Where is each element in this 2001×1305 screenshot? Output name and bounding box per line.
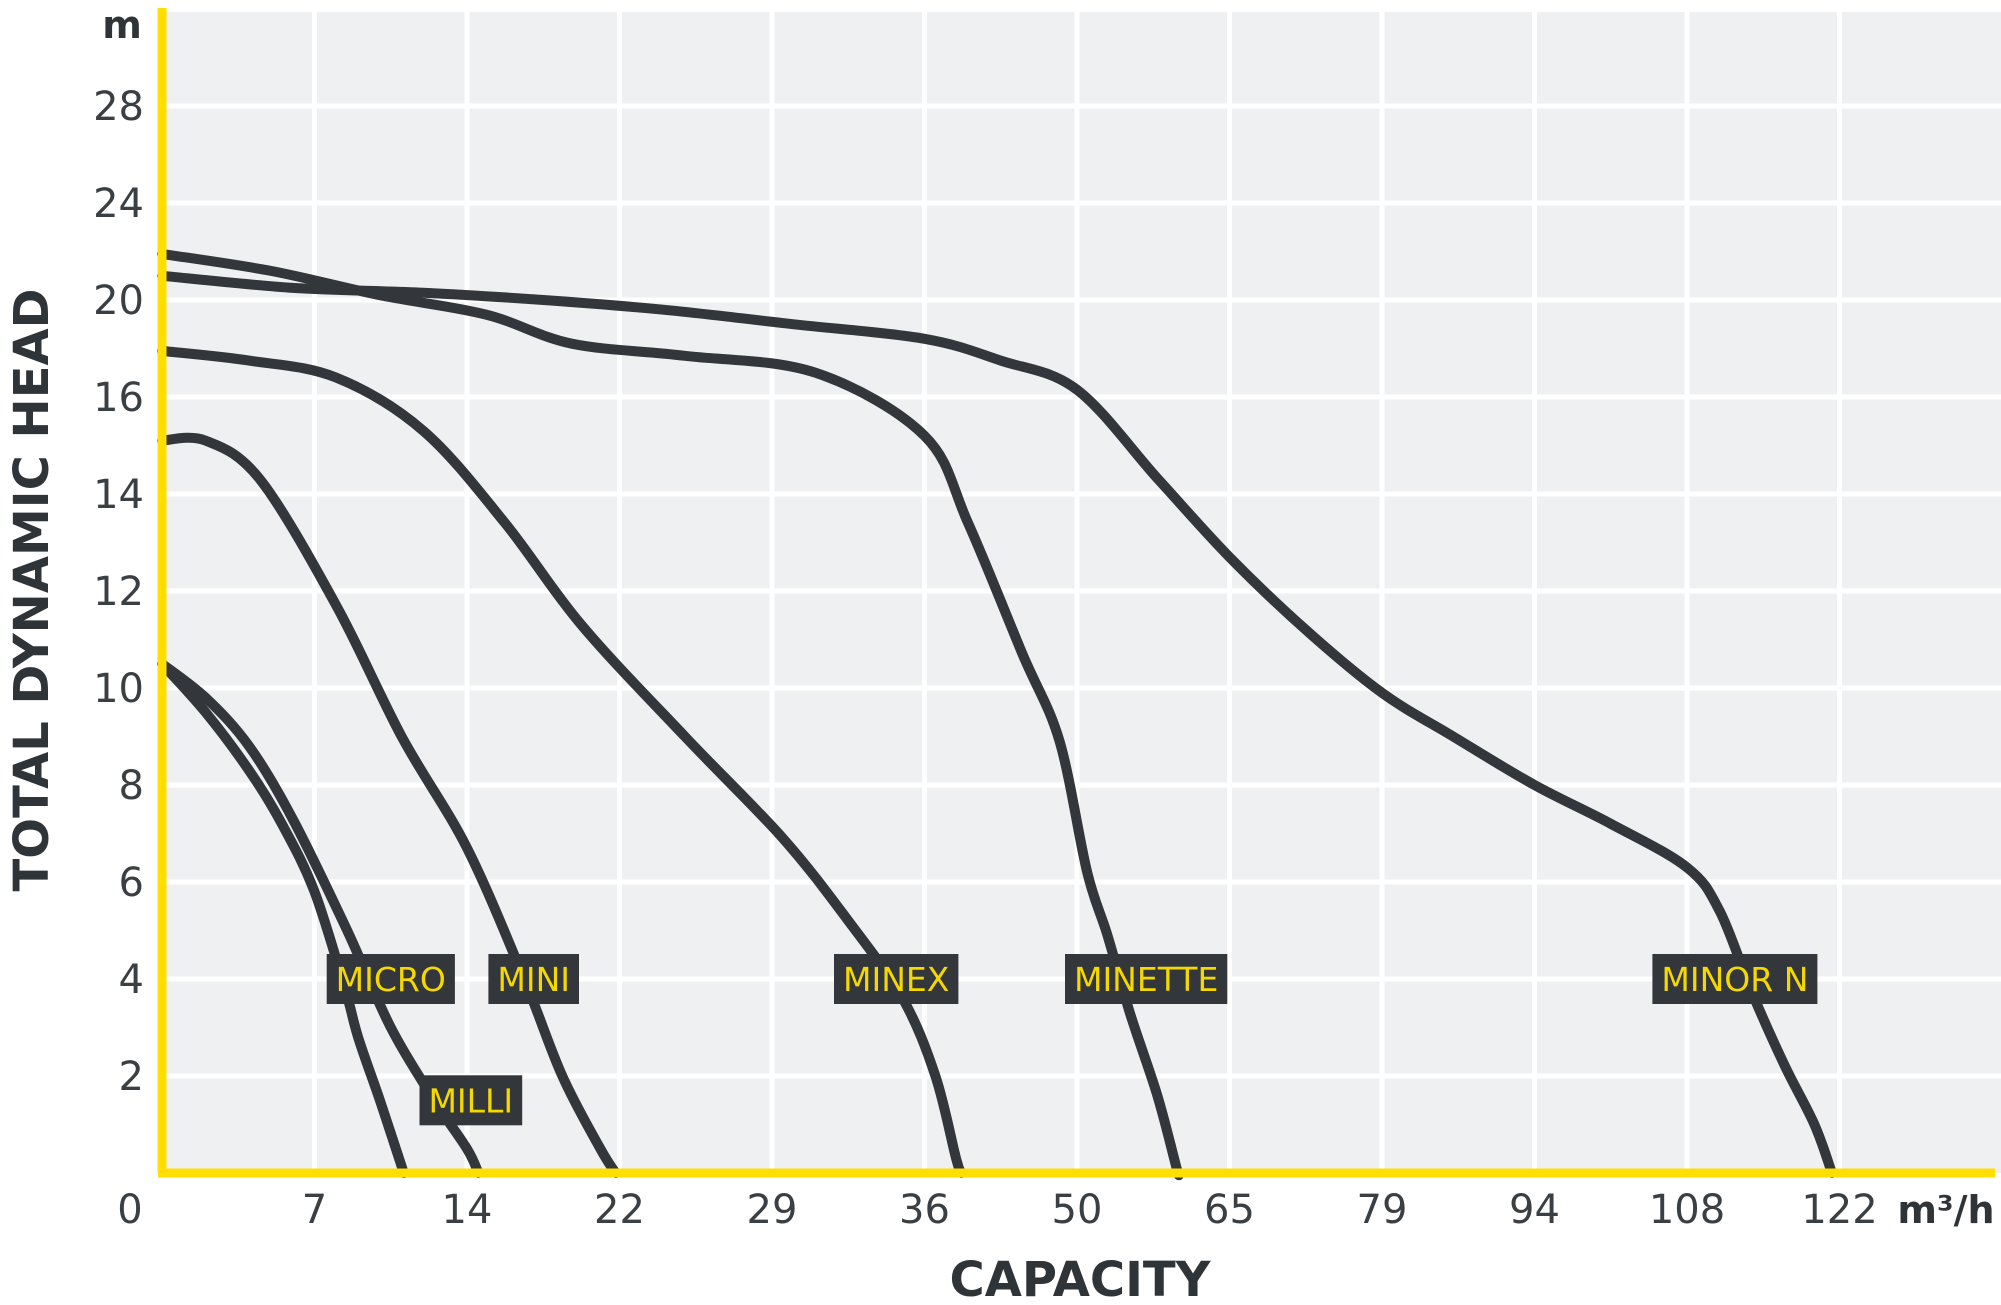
x-tick-label: 65 bbox=[1204, 1187, 1255, 1233]
series-label-box bbox=[419, 1075, 523, 1126]
series-label-text: MINOR N bbox=[1661, 960, 1808, 999]
y-tick-label: 2 bbox=[119, 1054, 144, 1100]
x-tick-label: 14 bbox=[442, 1187, 493, 1233]
axes bbox=[157, 8, 1995, 1178]
x-unit-label: m³/h bbox=[1897, 1188, 1994, 1232]
y-tick-label: 12 bbox=[93, 569, 144, 615]
series-label-minette: MINETTE bbox=[1065, 954, 1228, 1004]
series-label-text: MINETTE bbox=[1074, 960, 1218, 999]
x-tick-label: 79 bbox=[1357, 1187, 1408, 1233]
x-tick-label: 36 bbox=[899, 1187, 950, 1233]
x-tick-label: 7 bbox=[302, 1187, 327, 1233]
series-label-text: MINEX bbox=[843, 960, 949, 999]
y-tick-label: 10 bbox=[93, 666, 144, 712]
x-tick-labels: 0 7 14 22 29 36 50 65 79 94 108 122 bbox=[117, 1187, 1877, 1233]
series-label-box bbox=[488, 954, 579, 1004]
series-label-text: MILLI bbox=[428, 1081, 513, 1120]
curve-minor-n bbox=[157, 270, 1837, 1178]
x-tick-label: 94 bbox=[1509, 1187, 1560, 1233]
y-tick-label: 20 bbox=[93, 278, 144, 324]
y-tick-label: 14 bbox=[93, 472, 144, 518]
series-curves bbox=[157, 248, 1837, 1181]
series-label-mini: MINI bbox=[488, 954, 579, 1004]
x-tick-label: 29 bbox=[747, 1187, 798, 1233]
curve-minex bbox=[157, 345, 967, 1178]
curve-micro bbox=[157, 658, 409, 1178]
x-axis-title: CAPACITY bbox=[950, 1252, 1212, 1305]
series-label-micro: MICRO bbox=[326, 954, 455, 1004]
series-label-box bbox=[1065, 954, 1228, 1004]
series-label-minex: MINEX bbox=[834, 954, 959, 1004]
x-tick-label: 22 bbox=[594, 1187, 645, 1233]
x-tick-label: 122 bbox=[1801, 1187, 1877, 1233]
series-label-text: MICRO bbox=[336, 960, 446, 999]
series-labels: MICRO MILLI MINI MINEX MINETTE MINOR N bbox=[326, 954, 1818, 1126]
y-unit-label: m bbox=[102, 3, 142, 47]
series-label-milli: MILLI bbox=[419, 1075, 523, 1126]
curve-mini bbox=[157, 432, 621, 1178]
curve-milli bbox=[157, 658, 484, 1178]
x-tick-label: 50 bbox=[1052, 1187, 1103, 1233]
y-tick-label: 24 bbox=[93, 181, 144, 227]
series-label-minor-n: MINOR N bbox=[1652, 954, 1818, 1004]
series-label-text: MINI bbox=[497, 960, 570, 999]
x-tick-label: 0 bbox=[117, 1187, 142, 1233]
x-tick-label: 108 bbox=[1649, 1187, 1725, 1233]
y-tick-label: 16 bbox=[93, 375, 144, 421]
series-label-box bbox=[326, 954, 455, 1004]
y-tick-label: 4 bbox=[119, 957, 144, 1003]
grid-lines bbox=[162, 12, 2001, 1173]
y-tick-label: 28 bbox=[93, 84, 144, 130]
series-label-box bbox=[834, 954, 959, 1004]
y-tick-label: 8 bbox=[119, 763, 144, 809]
y-axis-title: TOTAL DYNAMIC HEAD bbox=[4, 289, 60, 892]
curve-minette bbox=[157, 248, 1184, 1181]
y-tick-label: 6 bbox=[119, 860, 144, 906]
series-label-box bbox=[1652, 954, 1818, 1004]
